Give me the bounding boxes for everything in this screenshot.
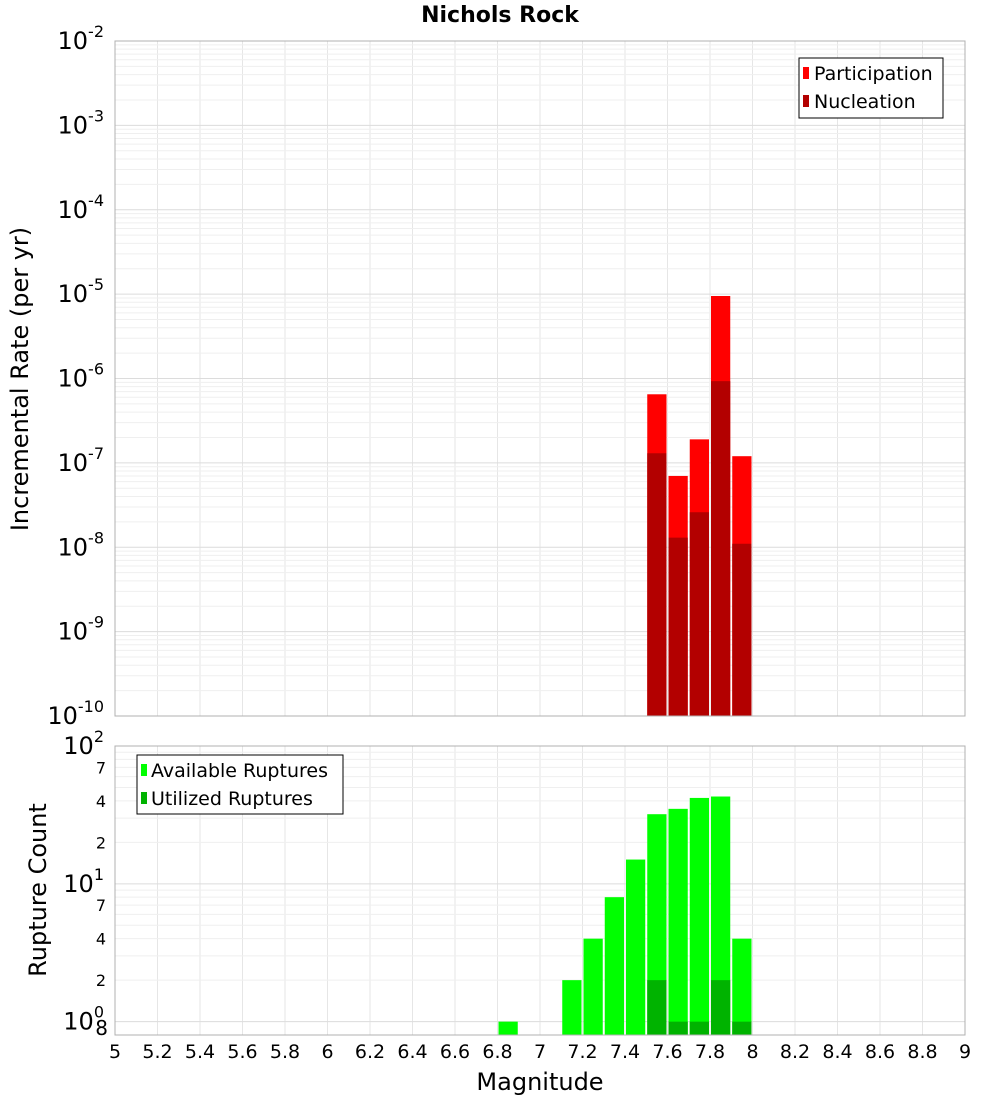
x-tick-label: 6.8 xyxy=(482,1041,512,1063)
utilized-ruptures-bar xyxy=(711,980,731,1035)
count-legend: Available Ruptures Utilized Ruptures xyxy=(136,754,344,815)
count-legend-label: Available Ruptures xyxy=(151,760,328,782)
available-ruptures-bar xyxy=(562,980,582,1035)
x-axis-title: Magnitude xyxy=(476,1068,603,1096)
x-tick-label: 6.6 xyxy=(440,1041,470,1063)
nucleation-bar xyxy=(711,381,731,716)
nucleation-bar xyxy=(732,543,752,716)
available-ruptures-bar xyxy=(604,897,624,1035)
count-y-major-tick-label: 101 xyxy=(63,865,104,898)
count-legend-swatch xyxy=(141,764,147,776)
chart-title: Nichols Rock xyxy=(421,3,580,28)
rate-y-axis-title: Incremental Rate (per yr) xyxy=(6,227,34,531)
count-legend-swatch xyxy=(141,792,147,804)
count-legend-box xyxy=(136,754,344,815)
rate-y-tick-label: 10-6 xyxy=(58,360,105,393)
x-tick-label: 7.6 xyxy=(652,1041,682,1063)
rate-y-tick-label: 10-9 xyxy=(58,613,105,646)
rate-y-tick-label: 10-8 xyxy=(58,528,105,561)
count-y-minor-tick-label: 7 xyxy=(96,758,106,777)
x-tick-label: 7 xyxy=(534,1041,546,1063)
count-y-minor-tick-label: 7 xyxy=(96,896,106,915)
count-y-major-tick-label: 100 xyxy=(63,1003,104,1036)
utilized-ruptures-bar xyxy=(647,980,667,1035)
x-tick-label: 8.8 xyxy=(907,1041,937,1063)
rate-y-tick-label: 10-3 xyxy=(58,106,105,139)
available-ruptures-bar xyxy=(498,1021,518,1035)
rate-plot-border xyxy=(114,40,966,717)
x-tick-label: 6 xyxy=(321,1041,333,1063)
count-y-minor-tick-label: 2 xyxy=(96,971,106,990)
rate-grid xyxy=(114,41,966,717)
rate-legend-box xyxy=(798,57,944,119)
utilized-ruptures-bar xyxy=(732,1021,752,1035)
rate-legend-swatch xyxy=(803,67,809,79)
x-tick-label: 6.2 xyxy=(355,1041,385,1063)
count-legend-label: Utilized Ruptures xyxy=(151,788,313,810)
x-tick-label: 5.8 xyxy=(270,1041,300,1063)
x-tick-label: 8.4 xyxy=(822,1041,852,1063)
available-ruptures-bar xyxy=(647,814,667,1035)
x-tick-label: 8.6 xyxy=(865,1041,895,1063)
count-y-minor-tick-label: 8 xyxy=(95,1016,108,1040)
utilized-ruptures-bar xyxy=(689,1021,709,1035)
count-y-minor-tick-label: 4 xyxy=(96,792,106,811)
nucleation-bar xyxy=(689,512,709,716)
x-tick-label: 5.6 xyxy=(227,1041,257,1063)
count-y-minor-tick-label: 2 xyxy=(96,833,106,852)
count-panel: 100 101 102 8 2 4 7 2 4 7 Rupture Count Available… xyxy=(24,727,971,1096)
rate-y-tick-label: 10-2 xyxy=(58,22,105,55)
count-plot-border xyxy=(114,745,966,1036)
rate-legend: Participation Nucleation xyxy=(798,57,944,119)
count-y-major-tick-label: 102 xyxy=(63,727,104,760)
rate-bars xyxy=(647,296,752,716)
count-y-ticks: 100 101 102 8 2 4 7 2 4 7 xyxy=(63,727,108,1040)
x-tick-label: 7.8 xyxy=(695,1041,725,1063)
nucleation-bar xyxy=(668,537,688,716)
available-ruptures-bar xyxy=(689,797,709,1035)
x-tick-label: 5.2 xyxy=(142,1041,172,1063)
x-tick-label: 5.4 xyxy=(185,1041,215,1063)
count-bars xyxy=(498,796,752,1035)
available-ruptures-bar xyxy=(583,938,603,1035)
count-y-axis-title: Rupture Count xyxy=(24,803,52,977)
rate-y-tick-label: 10-4 xyxy=(58,191,105,224)
available-ruptures-bar xyxy=(732,938,752,1035)
rate-y-tick-label: 10-10 xyxy=(47,697,104,730)
x-tick-label: 5 xyxy=(109,1041,121,1063)
rate-y-tick-label: 10-7 xyxy=(58,444,105,477)
available-ruptures-bar xyxy=(668,808,688,1035)
x-tick-label: 9 xyxy=(959,1041,971,1063)
available-ruptures-bar xyxy=(626,859,646,1035)
rate-y-ticks: 10-10 10-9 10-8 10-7 10-6 10-5 10-4 10-3 10-2 xyxy=(47,22,104,730)
x-tick-label: 7.4 xyxy=(610,1041,640,1063)
x-ticks: 5 5.2 5.4 5.6 5.8 6 6.2 6.4 6.6 6.8 7 7.2 7.4 7.6 7.8 8… xyxy=(109,1041,971,1063)
x-tick-label: 7.2 xyxy=(567,1041,597,1063)
count-y-minor-tick-label: 4 xyxy=(96,930,106,949)
nucleation-bar xyxy=(647,453,667,716)
x-tick-label: 8.2 xyxy=(780,1041,810,1063)
rate-panel: 10-10 10-9 10-8 10-7 10-6 10-5 10-4 10-3 10-2 In… xyxy=(6,22,966,730)
rate-legend-label: Nucleation xyxy=(814,91,916,113)
utilized-ruptures-bar xyxy=(668,1021,688,1035)
x-tick-label: 8 xyxy=(746,1041,758,1063)
available-ruptures-bar xyxy=(711,796,731,1035)
x-tick-label: 6.4 xyxy=(397,1041,427,1063)
rate-legend-swatch xyxy=(803,95,809,107)
rate-y-tick-label: 10-5 xyxy=(58,275,105,308)
rate-legend-label: Participation xyxy=(814,63,933,85)
